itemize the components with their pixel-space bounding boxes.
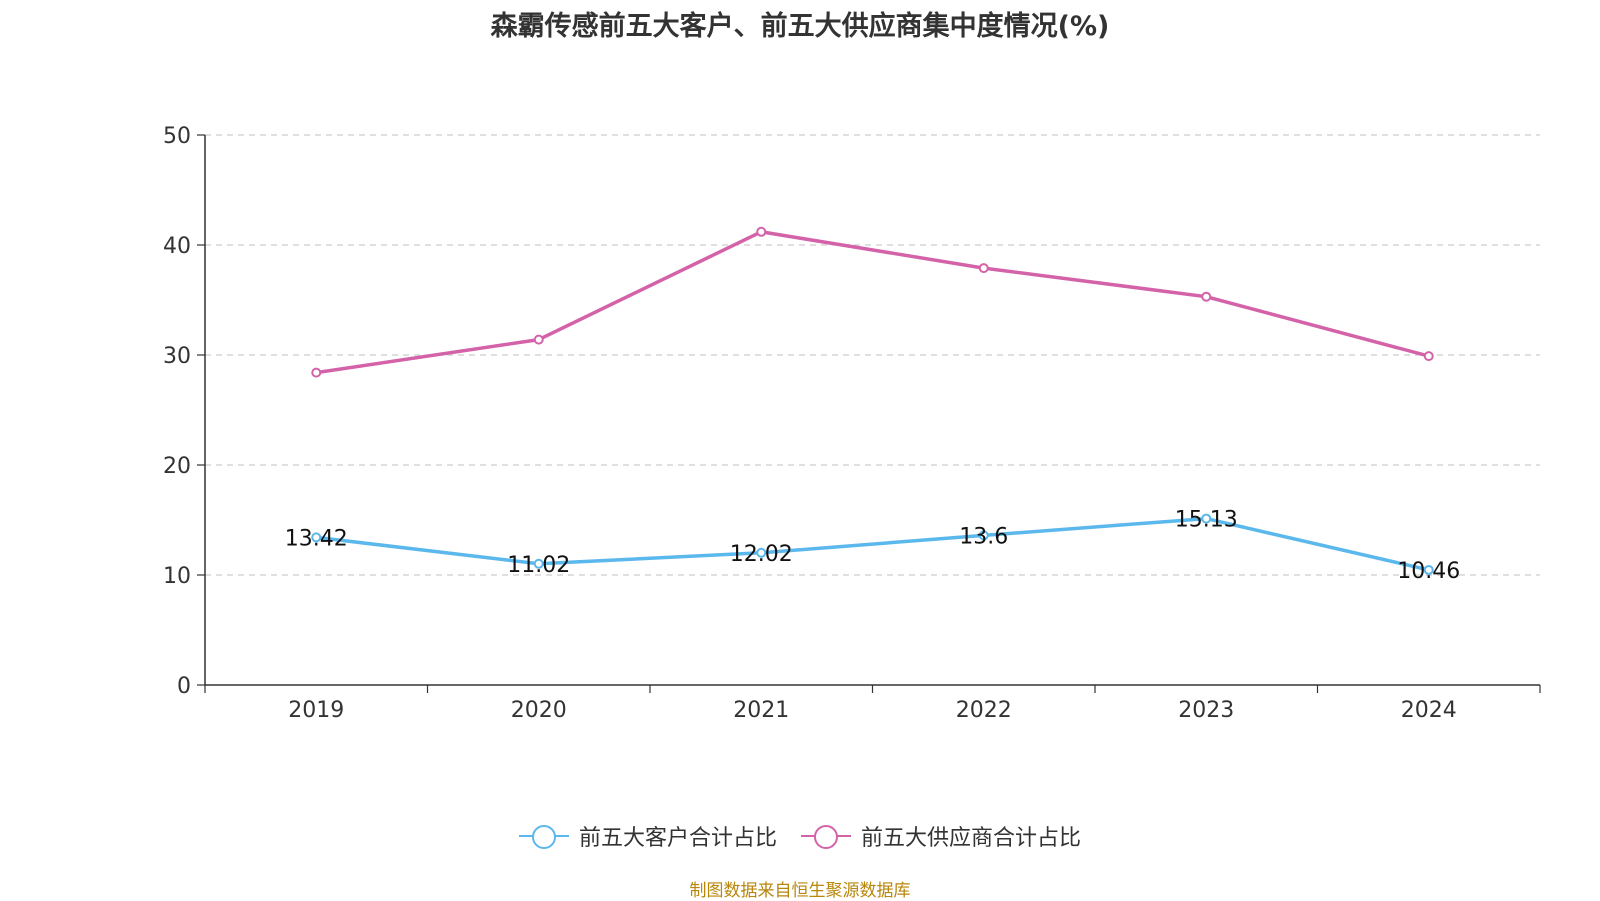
- y-tick-label: 20: [163, 454, 191, 479]
- data-point: [1201, 291, 1212, 302]
- data-point: [1201, 513, 1212, 524]
- series-lines: [311, 226, 1434, 575]
- x-tick-label: 2021: [733, 698, 789, 723]
- legend-item-suppliers[interactable]: 前五大供应商合计占比: [801, 820, 1081, 852]
- data-point: [978, 263, 989, 274]
- data-point: [756, 547, 767, 558]
- grid-lines: [205, 134, 1540, 576]
- data-label: 11.02: [507, 553, 570, 578]
- x-tick-label: 2020: [511, 698, 567, 723]
- x-tick-label: 2023: [1178, 698, 1234, 723]
- x-tick-label: 2019: [288, 698, 344, 723]
- series-line-0: [316, 516, 1430, 572]
- legend-marker-suppliers: [801, 825, 851, 849]
- data-label: 13.42: [285, 526, 348, 551]
- y-tick-label: 50: [163, 124, 191, 149]
- legend-label-customers: 前五大客户合计占比: [578, 826, 777, 851]
- axes: 0 10 20 30 40 50 2019 2020 2021 2022 2023 2024: [163, 124, 1541, 723]
- legend-marker-customers: [518, 825, 569, 849]
- series-line-1: [315, 230, 1430, 375]
- x-tick-label: 2024: [1401, 698, 1457, 723]
- y-tick-label: 0: [177, 674, 191, 699]
- data-label: 15.13: [1175, 508, 1238, 533]
- data-point: [533, 334, 544, 345]
- data-label: 13.6: [959, 524, 1008, 549]
- y-tick-label: 40: [163, 234, 191, 259]
- data-point: [311, 367, 322, 378]
- y-tick-label: 10: [163, 564, 191, 589]
- data-point: [311, 532, 322, 543]
- data-point: [1423, 351, 1434, 362]
- data-point: [1423, 564, 1434, 575]
- data-point: [533, 558, 544, 569]
- data-label: 12.02: [730, 542, 793, 567]
- legend-label-suppliers: 前五大供应商合计占比: [861, 826, 1082, 851]
- data-label: 10.46: [1397, 559, 1460, 584]
- data-point: [756, 226, 767, 237]
- data-labels: 13.42 11.02 12.02 13.6 15.13 10.46: [285, 508, 1460, 584]
- y-tick-label: 30: [163, 344, 191, 369]
- legend-item-customers[interactable]: 前五大客户合计占比: [518, 820, 777, 852]
- x-tick-label: 2022: [956, 698, 1012, 723]
- source-note: 制图数据来自恒生聚源数据库: [689, 881, 911, 901]
- data-point: [978, 530, 989, 541]
- legend: 前五大客户合计占比 前五大供应商合计占比: [0, 820, 1600, 852]
- chart-title: 森霸传感前五大客户、前五大供应商集中度情况(%): [490, 11, 1110, 42]
